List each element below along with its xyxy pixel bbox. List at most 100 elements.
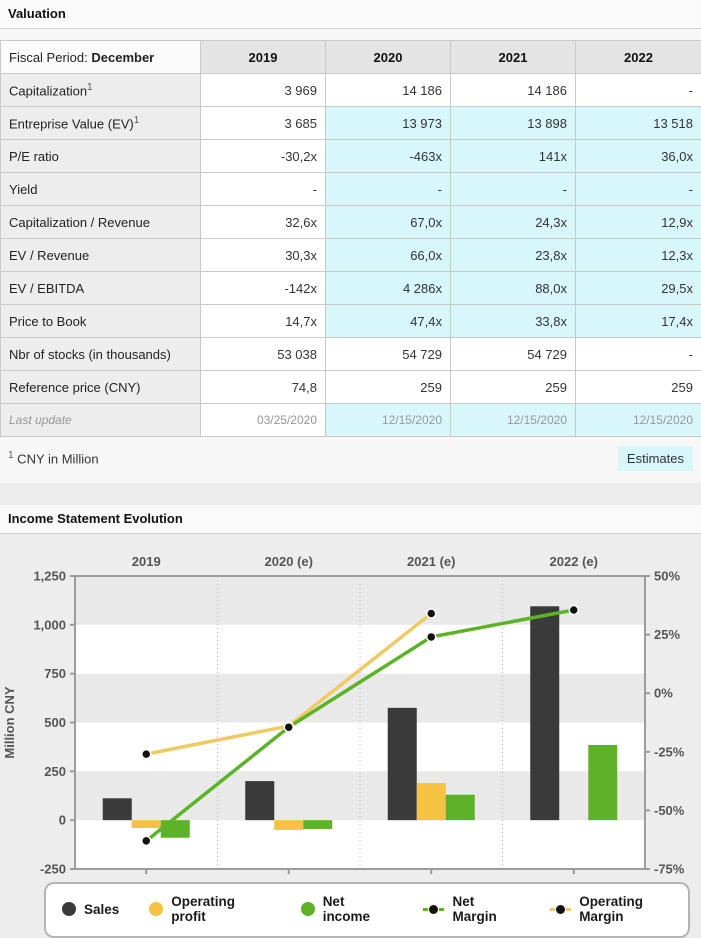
row-label-cell: Yield <box>1 173 201 206</box>
legend-dash <box>550 908 555 911</box>
value-cell: 259 <box>326 371 451 404</box>
row-label-cell: Nbr of stocks (in thousands) <box>1 338 201 371</box>
bar <box>245 781 274 820</box>
value-cell: 29,5x <box>576 272 701 305</box>
margin-point <box>569 605 578 614</box>
right-tick-label: 50% <box>654 569 680 584</box>
value-cell: 259 <box>451 371 576 404</box>
category-label: 2021 (e) <box>407 554 455 569</box>
row-label-cell: Price to Book <box>1 305 201 338</box>
row-label-sup: 1 <box>134 115 140 126</box>
value-cell: 12,9x <box>576 206 701 239</box>
bar <box>132 820 161 828</box>
legend-label: Net income <box>323 894 394 924</box>
bar <box>588 745 617 820</box>
left-tick-label: -250 <box>40 862 66 877</box>
legend-item: Net Margin <box>423 894 520 924</box>
right-tick-label: 25% <box>654 627 680 642</box>
value-cell: 14,7x <box>201 305 326 338</box>
legend-dot-icon <box>149 902 163 916</box>
left-axis-title: Million CNY <box>2 686 17 759</box>
row-label: Capitalization <box>9 83 87 98</box>
value-cell: 141x <box>451 140 576 173</box>
category-label: 2019 <box>132 554 161 569</box>
value-cell: 3 969 <box>201 74 326 107</box>
bar <box>103 798 132 820</box>
right-tick-label: -75% <box>654 862 685 877</box>
bar <box>274 820 303 830</box>
margin-point <box>427 632 436 641</box>
cny-footnote: 1 CNY in Million <box>8 450 99 466</box>
margin-point <box>142 836 151 845</box>
row-label: Nbr of stocks (in thousands) <box>9 347 171 362</box>
value-cell: 54 729 <box>326 338 451 371</box>
legend-item: Operating profit <box>149 894 270 924</box>
value-cell: 12/15/2020 <box>576 404 701 437</box>
value-cell: 3 685 <box>201 107 326 140</box>
value-cell: 66,0x <box>326 239 451 272</box>
legend-dot-icon <box>62 902 76 916</box>
estimates-badge: Estimates <box>618 446 693 471</box>
value-cell: -463x <box>326 140 451 173</box>
left-tick-label: 1,000 <box>33 617 66 632</box>
legend-dot-icon <box>301 902 315 916</box>
value-cell: 47,4x <box>326 305 451 338</box>
value-cell: 13 898 <box>451 107 576 140</box>
legend-line-dot-icon <box>423 905 444 914</box>
value-cell: 14 186 <box>451 74 576 107</box>
row-label: Last update <box>9 413 72 427</box>
legend-line-dot-icon <box>550 905 571 914</box>
value-cell: 23,8x <box>451 239 576 272</box>
margin-point <box>142 750 151 759</box>
left-tick-label: 0 <box>59 813 66 828</box>
income-title-text: Income Statement Evolution <box>8 511 183 526</box>
value-cell: 12,3x <box>576 239 701 272</box>
chart-svg: 1,2501,0007505002500-25050%25%0%-25%-50%… <box>0 534 701 879</box>
row-label: Entreprise Value (EV) <box>9 116 134 131</box>
table-footer: 1 CNY in Million Estimates <box>0 437 701 483</box>
value-cell: 13 518 <box>576 107 701 140</box>
value-cell: 24,3x <box>451 206 576 239</box>
row-label: EV / Revenue <box>9 248 89 263</box>
value-cell: 74,8 <box>201 371 326 404</box>
bar <box>417 783 446 820</box>
value-cell: 54 729 <box>451 338 576 371</box>
left-tick-label: 1,250 <box>33 569 66 584</box>
value-cell: 12/15/2020 <box>451 404 576 437</box>
legend-point <box>556 905 565 914</box>
fiscal-period-prefix: Fiscal Period: <box>9 50 91 65</box>
legend-dash <box>566 908 571 911</box>
row-label-cell: EV / Revenue <box>1 239 201 272</box>
value-cell: 14 186 <box>326 74 451 107</box>
value-cell: - <box>451 173 576 206</box>
value-cell: - <box>326 173 451 206</box>
value-cell: - <box>576 173 701 206</box>
bar <box>303 820 332 829</box>
right-tick-label: 0% <box>654 686 673 701</box>
row-label-cell: Reference price (CNY) <box>1 371 201 404</box>
fiscal-period-month: December <box>91 50 154 65</box>
row-label-sup: 1 <box>87 82 93 93</box>
value-cell: 88,0x <box>451 272 576 305</box>
legend-item: Sales <box>62 902 119 917</box>
value-cell: -30,2x <box>201 140 326 173</box>
row-label: EV / EBITDA <box>9 281 84 296</box>
year-header: 2021 <box>451 41 576 74</box>
row-label-cell: Last update <box>1 404 201 437</box>
value-cell: 259 <box>576 371 701 404</box>
legend-label: Net Margin <box>452 894 520 924</box>
left-tick-label: 750 <box>44 666 66 681</box>
bar <box>446 795 475 820</box>
